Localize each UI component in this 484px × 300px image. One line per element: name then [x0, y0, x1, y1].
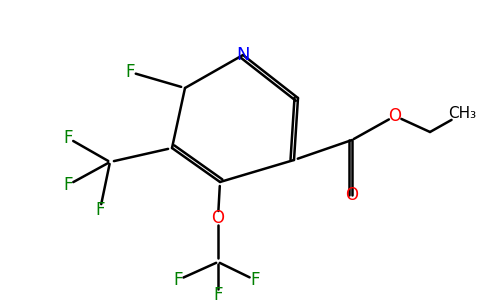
Text: CH₃: CH₃: [448, 106, 476, 122]
Text: O: O: [389, 107, 402, 125]
Text: F: F: [173, 271, 183, 289]
Text: F: F: [63, 176, 73, 194]
Text: F: F: [125, 63, 135, 81]
Text: F: F: [95, 201, 105, 219]
Text: F: F: [250, 271, 260, 289]
Text: N: N: [236, 46, 250, 64]
Text: O: O: [212, 209, 225, 227]
Text: F: F: [213, 286, 223, 300]
Text: F: F: [63, 129, 73, 147]
Text: O: O: [346, 186, 359, 204]
